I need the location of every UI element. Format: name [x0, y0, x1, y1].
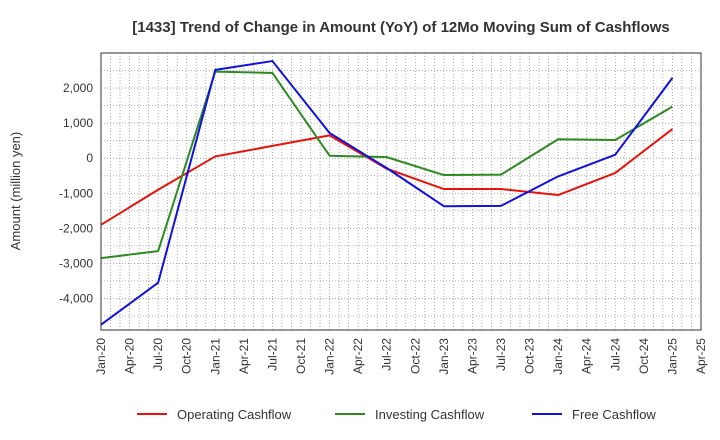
x-tick-label: Apr-21 [237, 338, 251, 374]
series-lines [100, 60, 674, 326]
series-line [100, 70, 673, 260]
x-tick-label: Apr-25 [694, 338, 708, 374]
x-tick-label: Oct-23 [523, 338, 537, 374]
x-tick-label: Apr-20 [123, 338, 137, 374]
x-tick-label: Oct-24 [637, 338, 651, 374]
x-tick-label: Jul-21 [265, 338, 279, 371]
x-tick-label: Jan-24 [551, 338, 565, 375]
x-tick-label: Jan-20 [94, 338, 108, 375]
y-tick-label: -3,000 [59, 256, 93, 270]
y-axis-label: Amount (million yen) [8, 132, 23, 251]
legend-label: Free Cashflow [572, 407, 656, 422]
x-tick-label: Jan-25 [665, 338, 679, 375]
plot-frame [100, 52, 702, 331]
y-tick-label: -1,000 [59, 186, 93, 200]
x-tick-label: Oct-20 [180, 338, 194, 374]
plot-area [101, 53, 701, 330]
x-tick-label: Jan-21 [208, 338, 222, 375]
x-tick-label: Apr-22 [351, 338, 365, 374]
x-tick-label: Jul-20 [151, 338, 165, 371]
x-tick-label: Jul-23 [494, 338, 508, 371]
x-tick-label: Oct-21 [294, 338, 308, 374]
legend-label: Investing Cashflow [375, 407, 485, 422]
legend-label: Operating Cashflow [177, 407, 292, 422]
x-tick-label: Jul-24 [608, 338, 622, 371]
x-tick-label: Apr-23 [465, 338, 479, 374]
x-ticks: Jan-20 Apr-20 Jul-20 Oct-20 Jan-21 Apr-21 Jul-… [94, 338, 708, 375]
x-tick-label: Jul-22 [380, 338, 394, 371]
x-tick-label: Jan-22 [323, 338, 337, 375]
y-ticks: 2,000 1,000 0 -1,000 -2,000 -3,000 -4,000 [59, 81, 93, 305]
x-tick-label: Jan-23 [437, 338, 451, 375]
x-tick-label: Apr-24 [580, 338, 594, 374]
x-tick-label: Oct-22 [408, 338, 422, 374]
series-line [100, 60, 674, 326]
y-tick-label: -4,000 [59, 291, 93, 305]
legend: Operating Cashflow Investing Cashflow Free… [137, 407, 656, 422]
y-tick-label: 0 [86, 151, 93, 165]
y-tick-label: -2,000 [59, 221, 93, 235]
y-tick-label: 1,000 [63, 116, 93, 130]
y-tick-label: 2,000 [63, 81, 93, 95]
chart-title: [1433] Trend of Change in Amount (YoY) o… [132, 19, 670, 36]
